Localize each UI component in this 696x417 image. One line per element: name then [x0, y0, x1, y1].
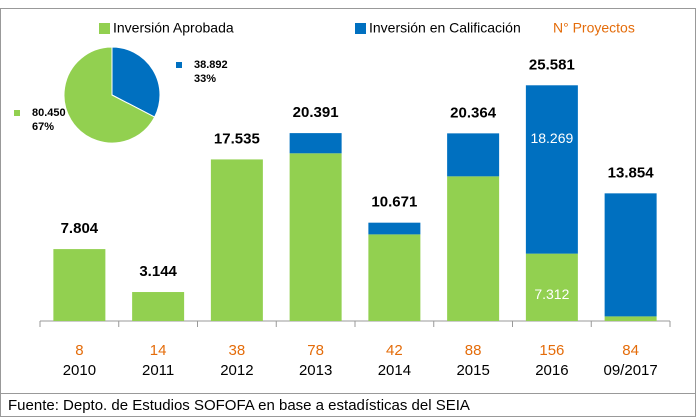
pie-slice [63, 46, 156, 144]
project-count: 14 [150, 342, 167, 359]
project-count: 84 [622, 342, 639, 359]
total-label: 25.581 [529, 56, 575, 73]
x-tick-label: 2011 [142, 362, 174, 379]
segment-label: 7.312 [534, 286, 569, 302]
pie-value-label: 38.892 [194, 59, 228, 71]
legend-label: Inversión Aprobada [113, 20, 234, 36]
bar-segment [289, 133, 342, 154]
x-tick-label: 2016 [535, 362, 568, 379]
bar-segment [447, 133, 500, 177]
pie-label-swatch [14, 110, 20, 116]
x-tick-label: 2012 [220, 362, 253, 379]
legend-swatch [99, 23, 110, 34]
segment-label: 18.269 [530, 130, 573, 146]
project-count: 42 [386, 342, 403, 359]
pie-label-swatch [176, 62, 182, 68]
bar-segment [447, 176, 500, 321]
pie-slice [111, 46, 161, 118]
bar-segment [604, 316, 657, 321]
project-count: 38 [229, 342, 246, 359]
total-label: 20.364 [450, 104, 497, 121]
bar-segment [368, 234, 421, 321]
project-count: 78 [307, 342, 324, 359]
total-label: 3.144 [139, 263, 177, 280]
source-note: Fuente: Depto. de Estudios SOFOFA en bas… [8, 397, 470, 414]
x-tick-label: 09/2017 [604, 362, 658, 379]
total-label: 10.671 [371, 194, 417, 211]
project-count: 88 [465, 342, 482, 359]
total-label: 13.854 [608, 164, 655, 181]
pie-percent-label: 33% [194, 73, 216, 85]
total-label: 20.391 [293, 104, 339, 121]
project-count: 8 [75, 342, 83, 359]
pie-value-label: 80.450 [32, 107, 66, 119]
bar-segment [53, 249, 106, 321]
bar-segment [525, 253, 578, 321]
bar-segment [289, 153, 342, 321]
pie-percent-label: 67% [32, 121, 54, 133]
x-tick-label: 2013 [299, 362, 332, 379]
x-tick-label: 2015 [456, 362, 489, 379]
total-label: 7.804 [61, 220, 99, 237]
legend-label: N° Proyectos [553, 20, 635, 36]
bar-segment [525, 85, 578, 254]
bar-segment [604, 193, 657, 317]
bar-segment [368, 222, 421, 235]
legend-swatch [355, 23, 366, 34]
project-count: 156 [539, 342, 564, 359]
x-tick-label: 2014 [378, 362, 411, 379]
bar-segment [210, 159, 263, 321]
bar-segment [132, 292, 185, 321]
total-label: 17.535 [214, 130, 260, 147]
x-tick-label: 2010 [63, 362, 96, 379]
legend-label: Inversión en Calificación [369, 20, 521, 36]
